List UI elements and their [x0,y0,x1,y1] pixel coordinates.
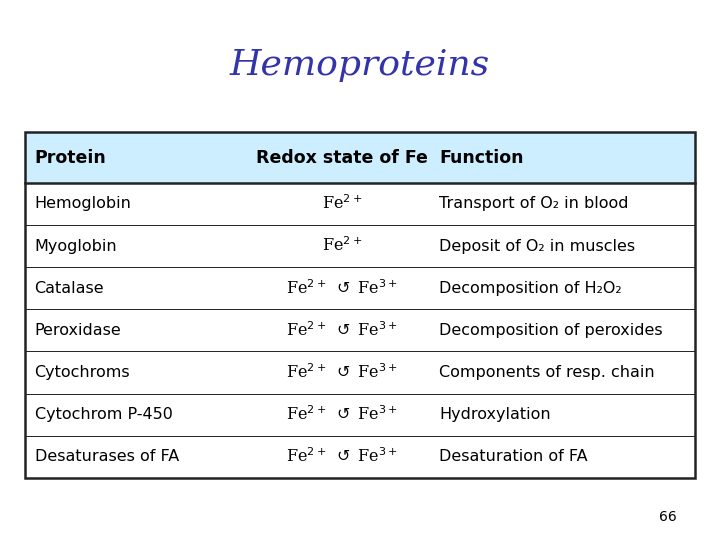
Text: Decomposition of peroxides: Decomposition of peroxides [439,323,663,338]
Text: Desaturases of FA: Desaturases of FA [35,449,179,464]
Text: Peroxidase: Peroxidase [35,323,121,338]
Text: Function: Function [439,148,523,166]
Text: Fe$^{2+}$ $\circlearrowleft$ Fe$^{3+}$: Fe$^{2+}$ $\circlearrowleft$ Fe$^{3+}$ [286,448,398,466]
Text: Hemoproteins: Hemoproteins [230,48,490,82]
Text: Catalase: Catalase [35,281,104,296]
Text: Fe$^{2+}$ $\circlearrowleft$ Fe$^{3+}$: Fe$^{2+}$ $\circlearrowleft$ Fe$^{3+}$ [286,406,398,424]
Text: Redox state of Fe: Redox state of Fe [256,148,428,166]
Text: Transport of O₂ in blood: Transport of O₂ in blood [439,197,629,212]
Text: Cytochrom P-450: Cytochrom P-450 [35,407,172,422]
Text: Deposit of O₂ in muscles: Deposit of O₂ in muscles [439,239,635,254]
Text: 66: 66 [659,510,677,524]
Text: Desaturation of FA: Desaturation of FA [439,449,588,464]
Text: Hydroxylation: Hydroxylation [439,407,551,422]
Text: Decomposition of H₂O₂: Decomposition of H₂O₂ [439,281,622,296]
Text: Components of resp. chain: Components of resp. chain [439,365,654,380]
Text: Fe$^{2+}$ $\circlearrowleft$ Fe$^{3+}$: Fe$^{2+}$ $\circlearrowleft$ Fe$^{3+}$ [286,363,398,382]
Text: Cytochroms: Cytochroms [35,365,130,380]
Text: Fe$^{2+}$ $\circlearrowleft$ Fe$^{3+}$: Fe$^{2+}$ $\circlearrowleft$ Fe$^{3+}$ [286,279,398,298]
Text: Myoglobin: Myoglobin [35,239,117,254]
Bar [25,132,695,183]
Text: Fe$^{2+}$: Fe$^{2+}$ [322,194,362,213]
Text: Fe$^{2+}$ $\circlearrowleft$ Fe$^{3+}$: Fe$^{2+}$ $\circlearrowleft$ Fe$^{3+}$ [286,321,398,340]
Text: Protein: Protein [35,148,107,166]
Bar [25,132,695,478]
Text: Hemoglobin: Hemoglobin [35,197,132,212]
Text: Fe$^{2+}$: Fe$^{2+}$ [322,237,362,255]
